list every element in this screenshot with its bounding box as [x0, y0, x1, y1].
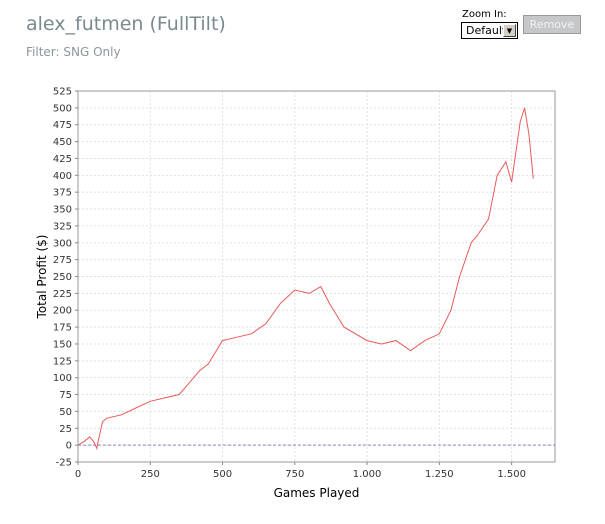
y-tick-label: 325	[53, 221, 72, 232]
zoom-select-value: Default	[466, 24, 507, 37]
y-tick-label: 25	[59, 424, 72, 435]
y-tick-label: -25	[56, 458, 72, 469]
x-tick-label: 0	[75, 469, 81, 480]
y-tick-label: 0	[66, 441, 72, 452]
zoom-label: Zoom In:	[462, 9, 507, 20]
x-tick-label: 1.250	[425, 469, 454, 480]
y-tick-label: 125	[53, 356, 72, 367]
y-axis-label: Total Profit ($)	[35, 235, 49, 320]
y-tick-label: 275	[53, 255, 72, 266]
y-tick-label: 525	[53, 87, 72, 98]
y-tick-label: 475	[53, 120, 72, 131]
x-axis-label: Games Played	[274, 486, 360, 500]
y-tick-label: 375	[53, 188, 72, 199]
axes: -250255075100125150175200225250275300325…	[53, 87, 556, 480]
y-tick-label: 200	[53, 306, 72, 317]
y-tick-label: 150	[53, 339, 72, 350]
remove-button[interactable]: Remove	[523, 15, 581, 34]
y-tick-label: 500	[53, 103, 72, 114]
y-tick-label: 50	[59, 407, 72, 418]
zoom-select[interactable]: Default ▼	[461, 22, 518, 39]
y-tick-label: 250	[53, 272, 72, 283]
y-tick-label: 225	[53, 289, 72, 300]
grid	[77, 90, 555, 463]
chevron-down-icon[interactable]: ▼	[503, 24, 516, 37]
x-tick-label: 750	[285, 469, 304, 480]
x-tick-label: 1.500	[497, 469, 526, 480]
x-tick-label: 250	[141, 469, 160, 480]
filter-label: Filter: SNG Only	[26, 45, 121, 59]
page-title: alex_futmen (FullTilt)	[26, 13, 226, 35]
y-tick-label: 425	[53, 154, 72, 165]
y-tick-label: 300	[53, 238, 72, 249]
y-tick-label: 75	[59, 390, 72, 401]
series-line-total-profit	[77, 107, 534, 451]
y-tick-label: 450	[53, 137, 72, 148]
y-tick-label: 175	[53, 323, 72, 334]
y-tick-label: 100	[53, 373, 72, 384]
x-tick-label: 500	[213, 469, 232, 480]
x-tick-label: 1.000	[353, 469, 382, 480]
y-tick-label: 400	[53, 171, 72, 182]
y-tick-label: 350	[53, 205, 72, 216]
